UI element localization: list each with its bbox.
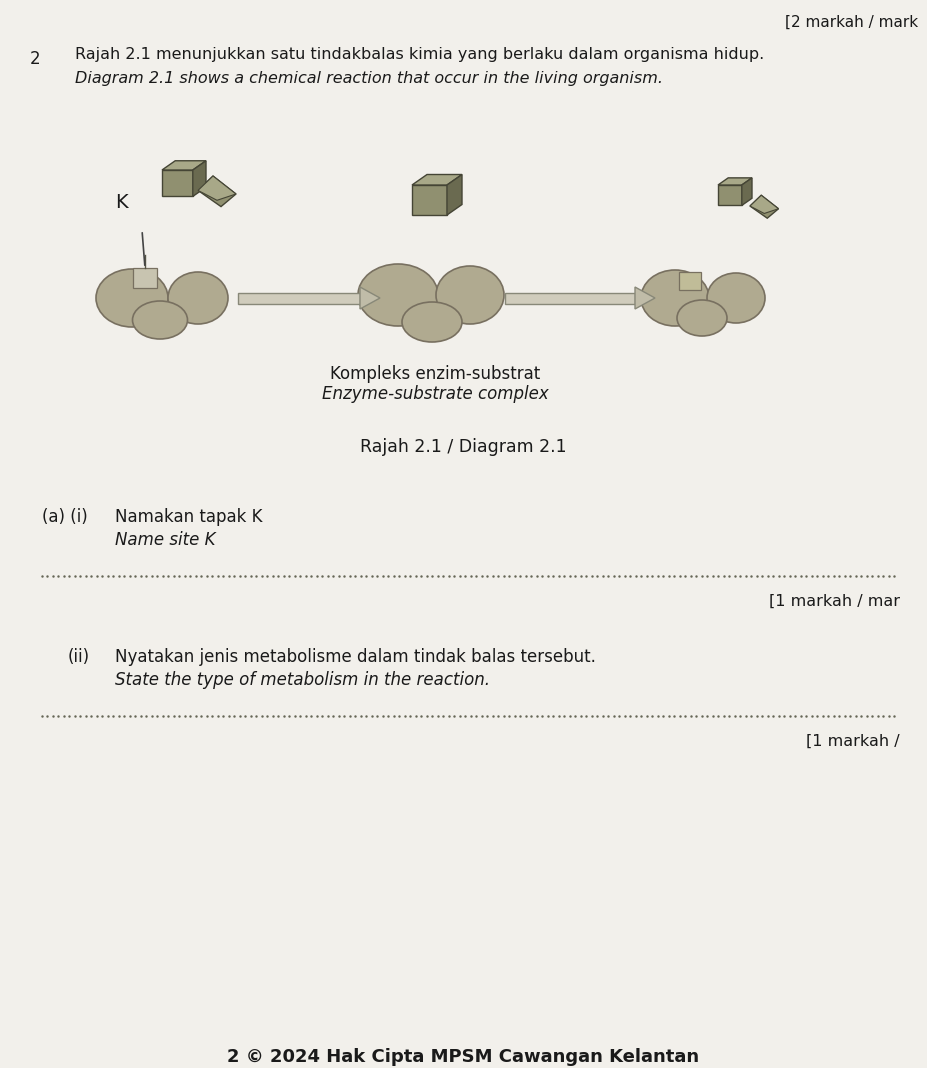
Text: State the type of metabolism in the reaction.: State the type of metabolism in the reac… [115, 671, 490, 689]
Text: (ii): (ii) [68, 648, 90, 666]
Text: Rajah 2.1 menunjukkan satu tindakbalas kimia yang berlaku dalam organisma hidup.: Rajah 2.1 menunjukkan satu tindakbalas k… [75, 47, 764, 62]
Text: Diagram 2.1 shows a chemical reaction that occur in the living organism.: Diagram 2.1 shows a chemical reaction th… [75, 70, 663, 87]
Polygon shape [198, 176, 236, 201]
Text: Enzyme-substrate complex: Enzyme-substrate complex [322, 384, 549, 403]
Text: [1 markah /: [1 markah / [806, 734, 900, 749]
Polygon shape [238, 293, 360, 303]
Ellipse shape [402, 302, 462, 342]
Polygon shape [718, 185, 742, 205]
Text: Nyatakan jenis metabolisme dalam tindak balas tersebut.: Nyatakan jenis metabolisme dalam tindak … [115, 648, 596, 666]
Text: 2 © 2024 Hak Cipta MPSM Cawangan Kelantan: 2 © 2024 Hak Cipta MPSM Cawangan Kelanta… [227, 1048, 699, 1066]
Text: Kompleks enzim-substrat: Kompleks enzim-substrat [330, 365, 540, 383]
Polygon shape [679, 272, 701, 290]
Polygon shape [162, 161, 206, 170]
Ellipse shape [677, 300, 727, 336]
Polygon shape [635, 287, 655, 309]
Text: Rajah 2.1 / Diagram 2.1: Rajah 2.1 / Diagram 2.1 [360, 438, 566, 456]
Polygon shape [412, 185, 447, 215]
Ellipse shape [96, 269, 168, 327]
Polygon shape [718, 178, 752, 185]
Polygon shape [360, 287, 380, 309]
Ellipse shape [641, 270, 709, 326]
Polygon shape [133, 268, 157, 288]
Polygon shape [162, 170, 193, 197]
Ellipse shape [133, 301, 187, 339]
Ellipse shape [358, 264, 438, 326]
Polygon shape [198, 176, 236, 206]
Polygon shape [193, 161, 206, 197]
Polygon shape [750, 195, 779, 214]
Ellipse shape [707, 273, 765, 323]
Text: (a) (i): (a) (i) [42, 508, 88, 527]
Polygon shape [412, 174, 462, 185]
Ellipse shape [436, 266, 504, 324]
Text: [1 markah / mar: [1 markah / mar [769, 594, 900, 609]
Polygon shape [750, 195, 779, 218]
Text: 2: 2 [30, 50, 41, 68]
Polygon shape [505, 293, 635, 303]
Ellipse shape [168, 272, 228, 324]
Text: K: K [115, 192, 128, 211]
Text: Namakan tapak K: Namakan tapak K [115, 508, 262, 527]
Polygon shape [742, 178, 752, 205]
Text: [2 markah / mark: [2 markah / mark [785, 15, 918, 30]
Text: Name site K: Name site K [115, 531, 215, 549]
Polygon shape [447, 174, 462, 215]
